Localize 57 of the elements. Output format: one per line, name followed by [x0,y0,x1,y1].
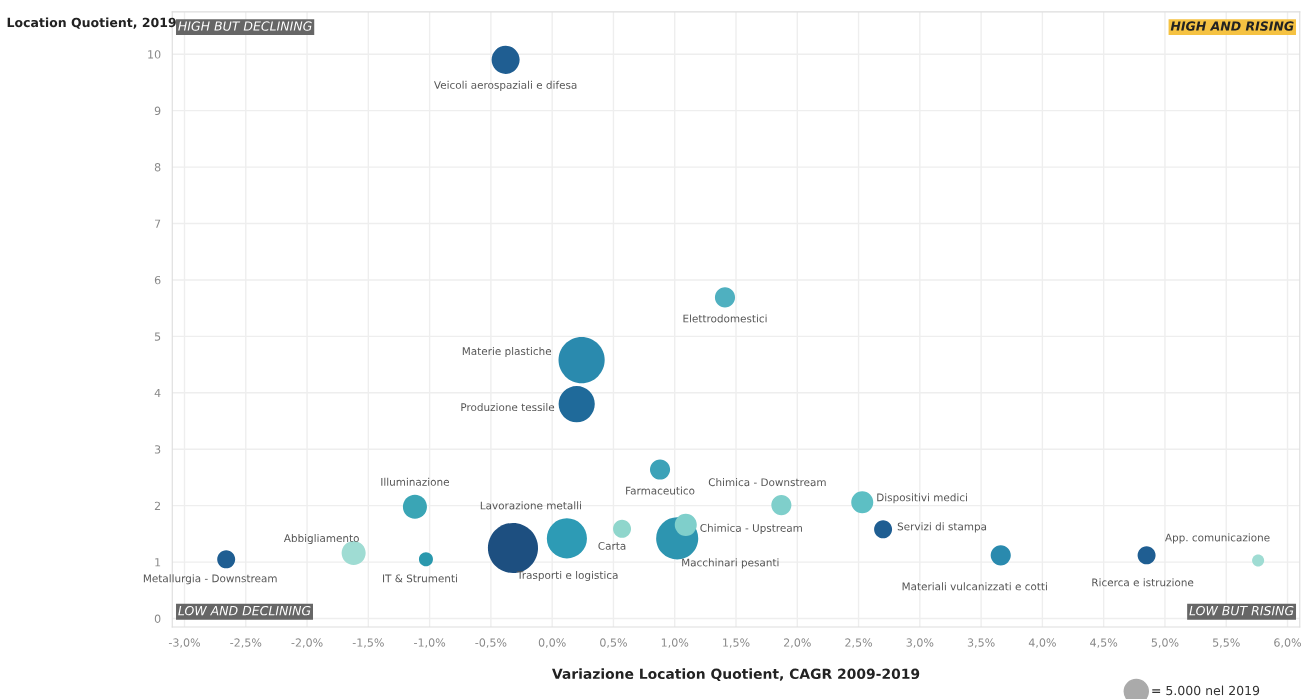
annotation: Veicoli aerospaziali e difesa [433,80,577,91]
x-tick-label: 2,0% [784,638,811,648]
annotation: HIGH BUT DECLINING [178,21,312,31]
annotation: Chimica - Upstream [700,523,802,534]
legend-label: = 5.000 nel 2019 [1152,685,1260,696]
y-tick-label: 1 [155,558,161,567]
y-tick-label: 9 [154,106,161,116]
x-tick-label: -0,5% [475,638,507,648]
annotation: Lavorazione metalli [480,501,581,510]
annotation: Trasporti e logistica [516,570,618,582]
annotation: LOW BUT RISING [1189,605,1294,616]
annotation: LOW AND DECLINING [178,605,311,616]
x-tick-label: -3,0% [168,638,201,648]
x-tick-label: 3,5% [967,638,995,648]
y-tick-label: 3 [154,445,161,454]
x-tick-label: 2,5% [845,638,873,648]
x-tick-label: -1,5% [352,638,384,648]
annotation: HIGH AND RISING [1170,21,1294,31]
y-axis-title: Location Quotient, 2019 [7,17,176,29]
annotation: App. comunicazione [1165,533,1270,544]
y-tick-label: 2 [154,501,161,510]
x-tick-label: 4,5% [1090,638,1118,648]
y-tick-label: 0 [154,614,161,623]
x-tick-label: -2,0% [291,638,323,648]
y-tick-label: 8 [154,163,161,172]
x-tick-label: 3,0% [906,638,934,648]
annotation: Materie plastiche [462,347,552,358]
y-tick-label: 6 [154,275,161,285]
annotation: Materiali vulcanizzati e cotti [902,582,1047,591]
annotation: Chimica - Downstream [708,478,826,487]
x-tick-label: 1,0% [661,638,689,648]
annotation: Abbigliamento [283,534,359,545]
x-tick-label: -1,0% [414,638,446,648]
y-tick-label: 7 [154,219,161,228]
annotation: Ricerca e istruzione [1092,578,1194,587]
annotation: Carta [598,541,626,550]
x-tick-label: 6,0% [1274,638,1302,648]
annotation: Farmaceutico [626,486,695,495]
annotation: Illuminazione [381,477,449,486]
x-axis-title: Variazione Location Quotient, CAGR 2009-2019 [552,668,920,681]
x-tick-label: 0,5% [600,638,627,648]
x-tick-label: 5,5% [1212,638,1240,648]
x-tick-label: 5,0% [1151,638,1179,648]
annotation: Metallurgia - Downstream [143,574,277,585]
y-tick-label: 10 [148,50,161,59]
y-tick-label: 4 [154,388,161,398]
annotation: Dispositivi medici [877,493,967,504]
annotation: Macchinari pesanti [682,558,779,569]
x-tick-label: 4,0% [1028,638,1056,648]
annotation: Produzione tessile [461,403,555,412]
y-tick-label: 5 [154,332,161,341]
annotation: Elettrodomestici [683,314,767,323]
annotation: Servizi di stampa [897,522,987,533]
x-tick-label: 1,5% [723,638,750,648]
annotation: IT & Strumenti [383,574,457,583]
x-tick-label: 0,0% [538,638,566,648]
x-tick-label: -2,5% [230,638,262,648]
